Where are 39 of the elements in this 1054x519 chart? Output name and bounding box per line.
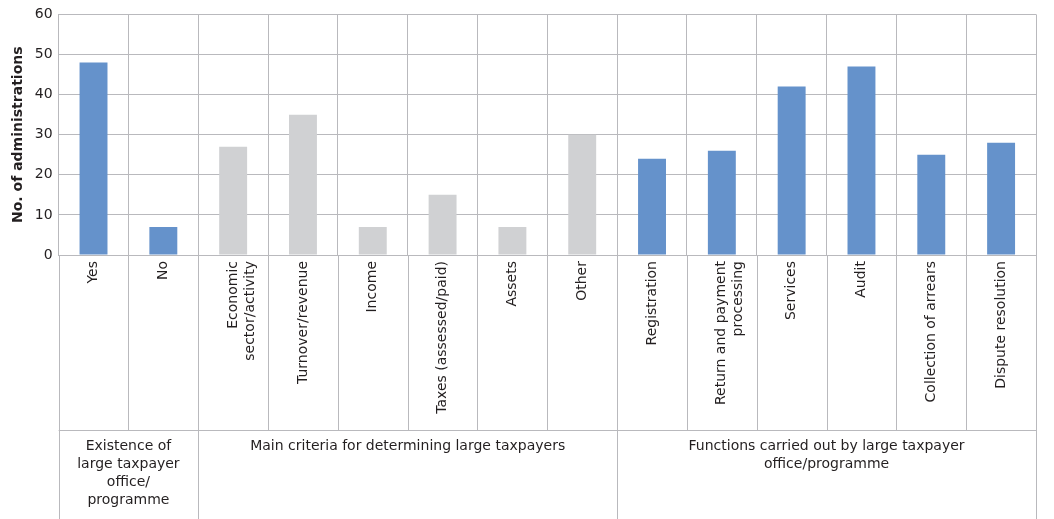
bar	[917, 154, 946, 255]
bar	[289, 114, 317, 255]
bar	[219, 146, 248, 255]
x-tick-label: Collection of arrears	[921, 261, 938, 403]
y-axis-title: No. of administrations	[9, 46, 26, 223]
x-tick-label: No	[153, 261, 170, 281]
x-tick-label: Turnover/revenue	[293, 261, 310, 385]
text: Functions carried out by large taxpayer office/programme	[688, 436, 965, 471]
bar	[79, 62, 108, 255]
x-tick-label: Services	[782, 261, 799, 321]
x-tick-label: Income	[363, 261, 380, 313]
y-tick-label: 40	[34, 85, 53, 102]
bar	[149, 226, 178, 255]
x-tick-label: Audit	[852, 260, 869, 298]
y-tick-label: 0	[43, 245, 53, 262]
bar	[498, 226, 527, 255]
bar	[707, 150, 736, 255]
bar	[987, 142, 1016, 255]
text: Existence of large taxpayer office/ programme	[77, 436, 180, 507]
bar	[847, 66, 876, 255]
y-tick-label: 10	[34, 205, 53, 222]
y-tick-label: 60	[34, 5, 53, 22]
x-tick-label: Economic sector/activity	[223, 261, 257, 361]
y-tick-label: 20	[34, 165, 53, 182]
bar	[358, 226, 387, 255]
x-tick-label: Taxes (assessed/paid)	[433, 261, 450, 415]
x-tick-label: Dispute resolution	[991, 261, 1008, 389]
y-tick-label: 30	[34, 125, 53, 142]
text: Main criteria for determining large taxpayers	[250, 436, 566, 453]
x-tick-label: Yes	[84, 261, 101, 285]
bar	[638, 158, 666, 255]
bar	[777, 86, 806, 255]
bar	[568, 134, 597, 255]
bar	[428, 194, 457, 255]
x-tick-label: Other	[572, 260, 589, 301]
y-tick-label: 50	[34, 45, 53, 62]
x-tick-label: Assets	[503, 261, 520, 307]
x-tick-label: Return and payment processing	[712, 260, 746, 406]
x-tick-label: Registration	[642, 261, 659, 346]
